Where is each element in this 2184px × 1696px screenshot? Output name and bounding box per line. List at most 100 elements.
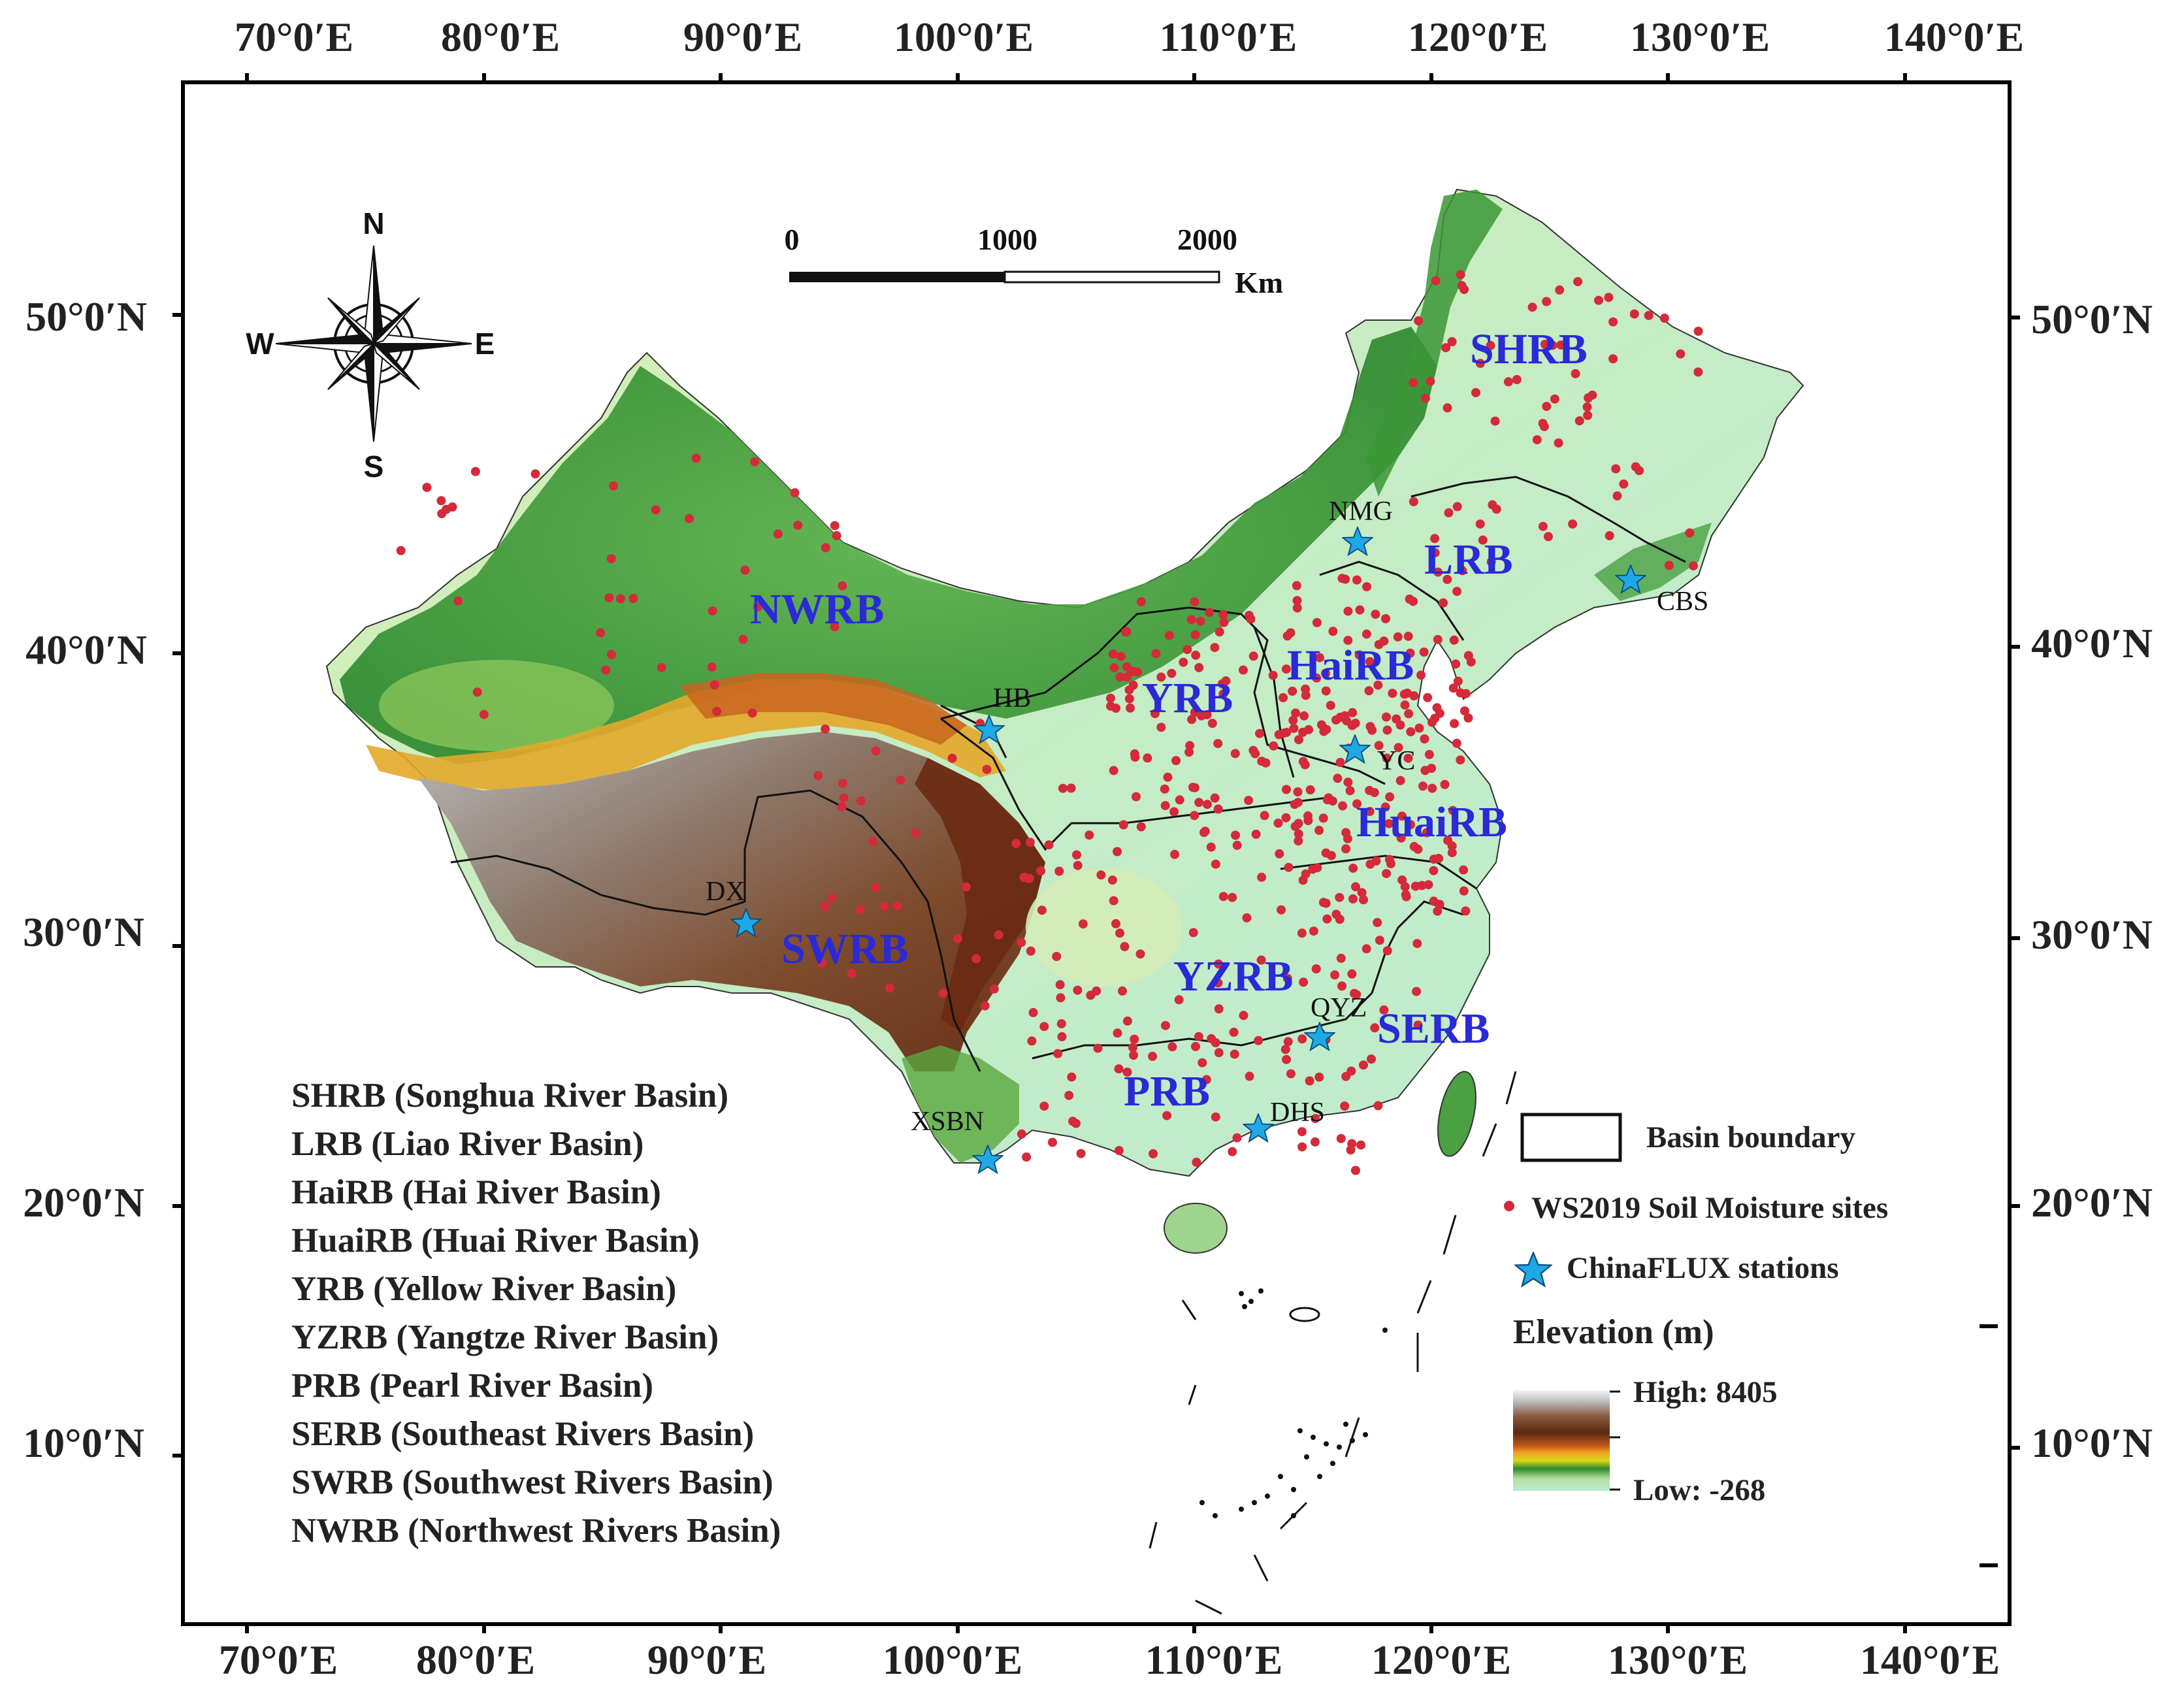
soil-site-dot	[1120, 941, 1130, 951]
soil-site-dot	[1367, 1054, 1376, 1064]
station-label-dhs: DHS	[1270, 1098, 1325, 1128]
soil-site-dot	[1370, 1023, 1380, 1033]
soil-site-dot	[740, 565, 750, 575]
soil-site-dot	[1311, 964, 1321, 973]
soil-site-dot	[982, 764, 992, 774]
soil-site-dot	[472, 687, 482, 697]
soil-site-dot	[1384, 819, 1394, 828]
compass-rose: N S E W	[246, 206, 495, 483]
soil-site-dot	[1160, 784, 1169, 794]
soil-site-dot	[1331, 715, 1341, 725]
legend-site-label: WS2019 Soil Moisture sites	[1531, 1191, 1888, 1225]
northeast-hills	[1365, 189, 1503, 497]
soil-site-dot	[1456, 270, 1465, 280]
soil-site-dot	[1341, 574, 1350, 584]
soil-site-dot	[1164, 630, 1174, 640]
soil-site-dot	[1194, 662, 1204, 672]
soil-site-dot	[1194, 1032, 1203, 1041]
soil-site-dot	[1397, 811, 1407, 821]
soil-site-dot	[1151, 649, 1161, 659]
soil-site-dot	[1361, 629, 1371, 639]
soil-site-dot	[1297, 1034, 1307, 1044]
soil-site-dot	[1318, 813, 1328, 823]
soil-site-dot	[709, 680, 719, 690]
soil-site-dot	[1122, 1016, 1132, 1026]
soil-site-dot	[1261, 758, 1271, 768]
soil-site-dot	[1447, 337, 1457, 346]
lon-label-top: 110°0′E	[1160, 14, 1297, 60]
soil-site-dot	[1369, 788, 1379, 798]
soil-site-dot	[1382, 725, 1392, 735]
soil-site-dot	[657, 662, 666, 672]
soil-site-dot	[1192, 1158, 1201, 1167]
soil-site-dot	[1365, 657, 1375, 666]
soil-site-dot	[1292, 596, 1302, 606]
soil-site-dot	[1588, 390, 1597, 400]
soil-site-dot	[1179, 657, 1188, 667]
lat-label-right: 10°0′N	[2031, 1420, 2153, 1466]
soil-site-dot	[1251, 829, 1261, 839]
taiwan-island	[1437, 1071, 1476, 1157]
soil-site-dot	[1359, 895, 1368, 905]
soil-site-dot	[827, 893, 837, 903]
soil-site-dot	[1057, 1032, 1067, 1041]
soil-site-dot	[1409, 497, 1418, 506]
soil-site-dot	[1337, 981, 1347, 991]
soil-site-dot	[1419, 647, 1429, 657]
soil-site-dot	[1118, 986, 1127, 996]
soil-site-dot	[1475, 519, 1485, 529]
soil-site-dot	[1365, 859, 1375, 869]
soil-site-dot	[1574, 416, 1584, 426]
soil-site-dot	[832, 530, 841, 540]
soil-site-dot	[1290, 800, 1299, 809]
soil-site-dot	[1405, 648, 1415, 658]
soil-site-dot	[911, 828, 921, 838]
soil-site-dot	[1025, 838, 1035, 847]
soil-site-dot	[1461, 906, 1471, 916]
soil-site-dot	[1066, 783, 1076, 793]
soil-site-dot	[1348, 894, 1358, 904]
station-label-dx: DX	[706, 877, 745, 907]
lon-label-bottom: 100°0′E	[883, 1637, 1022, 1683]
soil-site-dot	[1294, 836, 1303, 846]
legend-site-dot	[1504, 1201, 1514, 1211]
soil-site-dot	[1463, 651, 1473, 660]
soil-site-dot	[396, 546, 406, 555]
soil-site-dot	[1058, 783, 1068, 793]
scale-bar: 0 1000 2000 Km	[785, 223, 1284, 299]
soil-site-dot	[530, 469, 540, 479]
soil-site-dot	[1288, 715, 1298, 725]
soil-site-dot	[1420, 734, 1429, 743]
scale-label-2000: 2000	[1177, 223, 1237, 256]
soil-site-dot	[1207, 719, 1217, 728]
soil-site-dot	[1619, 479, 1629, 489]
soil-site-dot	[1160, 801, 1170, 811]
lon-labels-top: 70°0′E 80°0′E 90°0′E 100°0′E 110°0′E 120…	[235, 14, 2024, 60]
soil-site-dot	[1191, 1041, 1200, 1051]
south-sea-dots	[1199, 1288, 1388, 1518]
soil-site-dot	[1109, 663, 1119, 673]
soil-site-dot	[1232, 840, 1242, 850]
soil-site-dot	[1583, 410, 1593, 420]
soil-site-dot	[1554, 438, 1563, 448]
soil-site-dot	[738, 634, 748, 644]
lat-label-left: 50°0′N	[25, 293, 147, 340]
soil-site-dot	[1548, 340, 1557, 350]
soil-site-dot	[1335, 758, 1345, 767]
soil-site-dot	[1298, 757, 1308, 766]
soil-site-dot	[1427, 783, 1437, 793]
soil-site-dot	[1335, 892, 1345, 902]
soil-site-dot	[1542, 297, 1552, 306]
soil-site-dot	[1054, 866, 1064, 876]
soil-site-dot	[1228, 892, 1237, 902]
soil-site-dot	[1294, 735, 1303, 745]
soil-site-dot	[1109, 896, 1118, 905]
soil-site-dot	[1351, 1166, 1360, 1175]
soil-site-dot	[1490, 416, 1500, 426]
soil-site-dot	[1239, 665, 1248, 675]
soil-site-dot	[1659, 314, 1669, 323]
soil-site-dot	[691, 453, 701, 463]
soil-site-dot	[1182, 645, 1192, 655]
basin-label-nwrb: NWRB	[750, 585, 884, 633]
soil-site-dot	[1440, 779, 1450, 789]
